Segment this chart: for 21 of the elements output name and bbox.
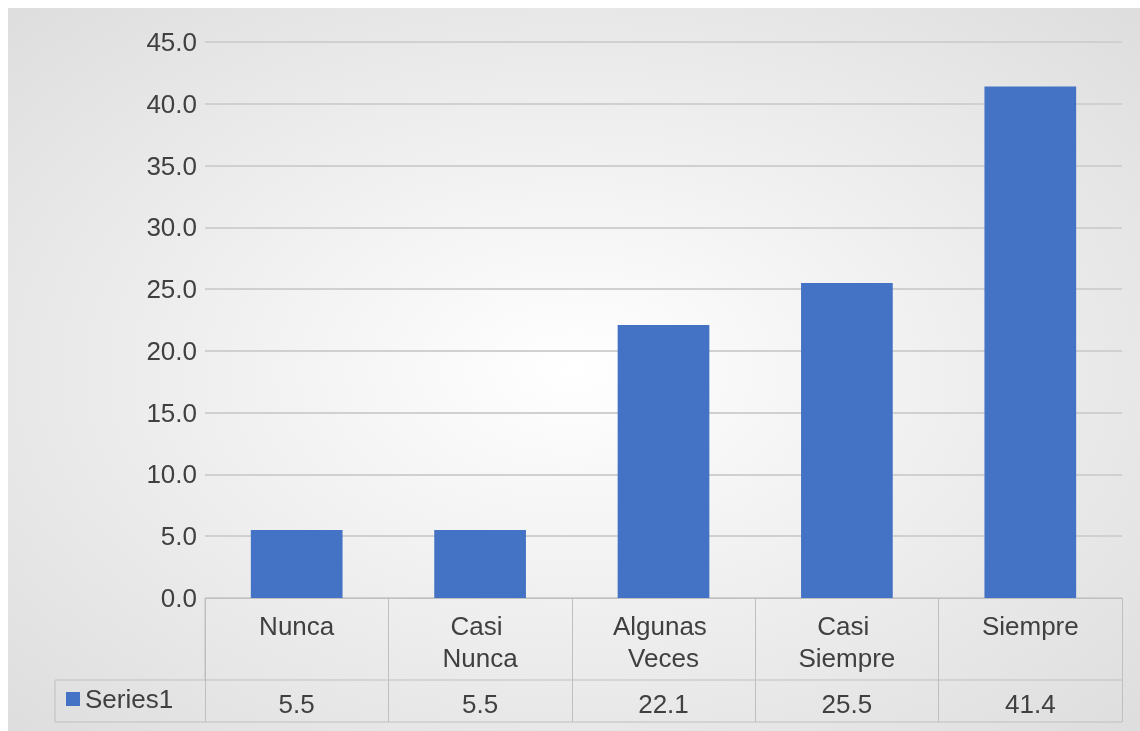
- y-tick-label: 25.0: [146, 274, 197, 305]
- y-tick-label: 45.0: [146, 27, 197, 57]
- data-label: 25.5: [821, 689, 873, 719]
- y-tick-label: 40.0: [146, 88, 197, 119]
- y-tick-label: 15.0: [146, 397, 197, 428]
- x-tick-label: Siempre: [981, 611, 1079, 641]
- data-label: 5.5: [278, 689, 315, 719]
- data-label: 22.1: [638, 689, 689, 719]
- x-tick-label: Casi Siempre: [798, 611, 896, 673]
- y-tick-label: 35.0: [146, 150, 197, 181]
- x-tick-label: Nunca: [259, 611, 335, 641]
- data-label: 41.4: [1005, 689, 1056, 719]
- legend-label: Series1: [85, 684, 174, 714]
- y-tick-label: 20.0: [146, 335, 197, 366]
- x-tick-label: Algunas Veces: [612, 611, 715, 673]
- y-tick-label: 10.0: [146, 459, 197, 490]
- data-label: 5.5: [462, 689, 499, 719]
- y-tick-label: 30.0: [146, 212, 197, 243]
- y-tick-label: 5.0: [160, 521, 197, 552]
- x-tick-label: Casi Nunca: [442, 611, 519, 673]
- y-tick-label: 0.0: [160, 583, 197, 613]
